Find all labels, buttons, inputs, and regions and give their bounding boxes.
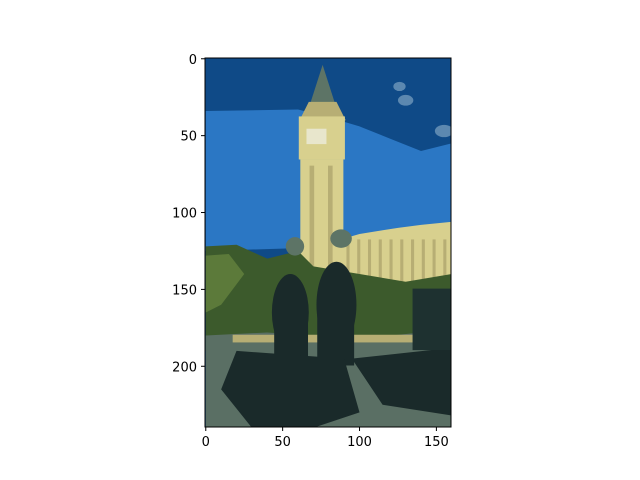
tree-top <box>285 237 305 256</box>
x-tick-label: 0 <box>202 435 210 450</box>
y-tick-label: 0 <box>189 53 197 68</box>
displayed-image <box>205 58 451 427</box>
person-silhouette <box>274 311 309 358</box>
y-tick-label: 100 <box>172 207 197 222</box>
long-shadow <box>221 350 360 427</box>
palace-column <box>411 239 415 286</box>
cloud <box>434 124 451 138</box>
palace-column <box>400 239 404 286</box>
tower-spire <box>308 64 337 108</box>
dark-foliage <box>412 288 451 351</box>
y-axis: 0 50 100 150 200 <box>172 53 205 375</box>
long-shadow <box>351 347 451 416</box>
palace-column <box>421 239 425 286</box>
trees-light <box>205 254 245 313</box>
tower-shading <box>328 165 333 289</box>
tower-shading <box>309 165 315 289</box>
tower-roof <box>299 101 346 121</box>
palace-column <box>367 239 372 286</box>
tree-top <box>330 229 352 248</box>
palace-column <box>443 239 447 286</box>
palace-column <box>357 239 361 286</box>
x-tick-label: 50 <box>274 435 291 450</box>
y-tick-label: 150 <box>172 283 197 298</box>
palace-column <box>432 239 436 286</box>
palace-column <box>378 239 382 286</box>
palace-column <box>346 239 350 286</box>
y-tick-label: 200 <box>172 360 197 375</box>
x-axis: 0 50 100 150 <box>202 427 449 450</box>
person-silhouette <box>317 304 355 366</box>
palace-column <box>389 239 393 286</box>
cloud <box>393 81 406 92</box>
x-tick-label: 150 <box>424 435 449 450</box>
x-tick-label: 100 <box>347 435 372 450</box>
y-tick-label: 50 <box>180 130 197 145</box>
cloud <box>397 94 414 106</box>
axes-frame <box>204 57 452 428</box>
clock-face <box>306 128 327 145</box>
